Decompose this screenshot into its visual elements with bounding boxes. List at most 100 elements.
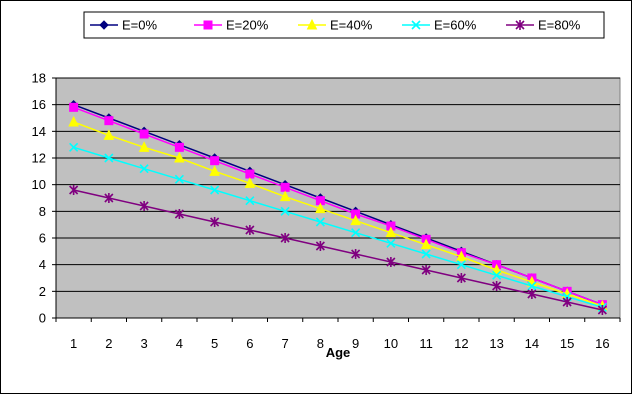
x-tick-label-9: 9 xyxy=(352,336,359,351)
data-point-E=40%-4 xyxy=(174,151,185,163)
data-point-E=60%-6 xyxy=(245,196,255,206)
legend-item-E=40%: E=40% xyxy=(298,18,373,33)
y-tick-label-14: 14 xyxy=(32,124,46,139)
data-point-E=60%-14 xyxy=(527,281,537,291)
data-point-E=40%-12 xyxy=(456,250,467,262)
data-point-E=60%-8 xyxy=(315,217,325,227)
data-point-E=40%-11 xyxy=(420,238,432,250)
data-point-E=60%-7 xyxy=(280,206,290,216)
data-point-E=80%-8 xyxy=(315,241,325,251)
data-point-E=60%-11 xyxy=(421,249,431,259)
data-point-E=20%-3 xyxy=(139,129,149,139)
data-point-E=40%-9 xyxy=(350,214,361,226)
legend-label-E=40%: E=40% xyxy=(330,18,373,33)
legend-item-E=20%: E=20% xyxy=(194,18,269,33)
data-point-E=80%-9 xyxy=(351,249,361,259)
data-point-E=40%-13 xyxy=(491,263,502,275)
data-point-E=40%-5 xyxy=(209,165,220,176)
data-point-E=40%-3 xyxy=(138,141,150,152)
data-point-E=80%-1 xyxy=(69,185,79,195)
data-point-E=80%-7 xyxy=(280,233,290,243)
series-line-E=20% xyxy=(73,106,603,306)
x-tick-label-5: 5 xyxy=(211,336,218,351)
data-point-E=60%-9 xyxy=(351,228,361,238)
data-point-E=80%-4 xyxy=(174,209,184,219)
data-point-E=80%-2 xyxy=(104,193,114,203)
data-point-E=40%-10 xyxy=(385,226,397,238)
series-E=80% xyxy=(69,185,607,315)
y-tick-label-12: 12 xyxy=(32,151,46,166)
data-point-E=20%-7 xyxy=(280,182,290,192)
x-tick-label-13: 13 xyxy=(489,336,503,351)
legend-label-E=20%: E=20% xyxy=(226,18,269,33)
data-point-E=60%-1 xyxy=(69,142,79,152)
data-point-E=20%-5 xyxy=(210,156,220,166)
y-tick-label-0: 0 xyxy=(39,311,46,326)
data-point-E=60%-4 xyxy=(174,174,184,184)
x-tick-label-7: 7 xyxy=(282,336,289,351)
legend-marker-E=0% xyxy=(99,20,109,30)
x-tick-label-11: 11 xyxy=(419,336,433,351)
series-group xyxy=(68,99,608,315)
data-point-E=20%-1 xyxy=(69,102,79,112)
legend-item-E=0%: E=0% xyxy=(90,18,157,33)
data-point-E=60%-2 xyxy=(104,153,114,163)
data-point-E=40%-7 xyxy=(279,190,291,202)
x-tick-label-3: 3 xyxy=(141,336,148,351)
data-point-E=60%-13 xyxy=(492,270,502,280)
data-point-E=20%-6 xyxy=(245,169,255,179)
legend-label-E=60%: E=60% xyxy=(434,18,477,33)
x-tick-label-12: 12 xyxy=(454,336,468,351)
data-point-E=20%-4 xyxy=(174,142,184,152)
x-tick-label-6: 6 xyxy=(246,336,253,351)
legend-marker-E=80% xyxy=(515,20,525,30)
data-point-E=80%-16 xyxy=(597,305,607,315)
series-E=40% xyxy=(68,115,608,311)
x-tick-label-2: 2 xyxy=(105,336,112,351)
legend-marker-E=20% xyxy=(203,20,213,30)
legend-marker-E=40% xyxy=(306,18,318,30)
data-point-E=40%-1 xyxy=(68,115,79,127)
data-point-E=80%-11 xyxy=(421,265,431,275)
plot-area xyxy=(55,77,621,319)
x-tick-label-1: 1 xyxy=(70,336,77,351)
data-point-E=80%-6 xyxy=(245,225,255,235)
legend-marker-E=60% xyxy=(411,20,421,30)
y-tick-label-2: 2 xyxy=(39,284,46,299)
series-line-E=40% xyxy=(73,121,603,307)
series-line-E=80% xyxy=(73,189,603,311)
series-line-E=60% xyxy=(73,146,603,309)
data-point-E=60%-3 xyxy=(139,164,149,174)
legend-label-E=80%: E=80% xyxy=(538,18,581,33)
data-point-E=60%-5 xyxy=(210,185,220,195)
gridlines xyxy=(56,77,620,292)
data-point-E=20%-2 xyxy=(104,116,114,126)
data-point-E=80%-10 xyxy=(386,257,396,267)
legend-label-E=0%: E=0% xyxy=(122,18,157,33)
data-point-E=80%-12 xyxy=(456,273,466,283)
data-point-E=40%-6 xyxy=(244,177,256,188)
x-tick-label-8: 8 xyxy=(317,336,324,351)
x-tick-label-16: 16 xyxy=(595,336,609,351)
y-tick-label-4: 4 xyxy=(39,257,46,272)
y-tick-label-10: 10 xyxy=(32,177,46,192)
data-point-E=80%-5 xyxy=(210,217,220,227)
legend-item-E=80%: E=80% xyxy=(506,18,581,33)
y-tick-label-8: 8 xyxy=(39,204,46,219)
data-point-E=80%-13 xyxy=(492,281,502,291)
data-point-E=40%-8 xyxy=(315,202,326,214)
data-point-E=80%-3 xyxy=(139,201,149,211)
y-tick-label-16: 16 xyxy=(32,97,46,112)
data-point-E=60%-10 xyxy=(386,238,396,248)
data-point-E=60%-12 xyxy=(456,260,466,270)
legend: E=0% E=20% E=40% E=60% E=80% xyxy=(83,11,605,39)
x-axis-title: Age xyxy=(326,345,351,360)
y-tick-label-6: 6 xyxy=(39,231,46,246)
x-tick-label-14: 14 xyxy=(525,336,539,351)
x-tick-label-4: 4 xyxy=(176,336,183,351)
y-tick-label-18: 18 xyxy=(32,71,46,86)
data-point-E=80%-15 xyxy=(562,297,572,307)
